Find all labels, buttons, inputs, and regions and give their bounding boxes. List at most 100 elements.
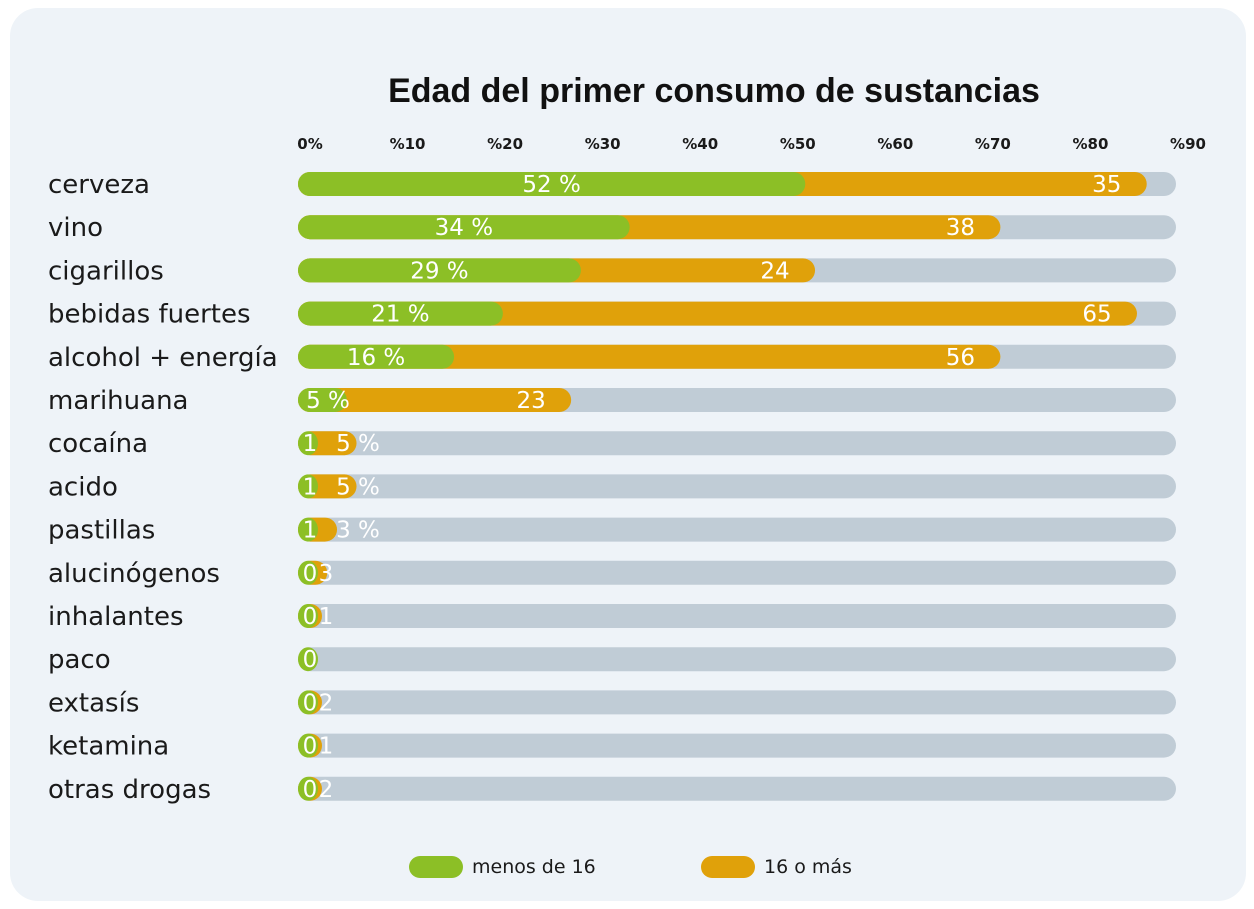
bar-track	[298, 733, 1176, 758]
bar-segment-menos-de-16	[298, 776, 318, 801]
bar-track	[298, 647, 1176, 672]
legend-item: menos de 16	[409, 856, 596, 878]
data-label-16-o-mas: 2	[319, 777, 334, 803]
bar-track	[298, 474, 1176, 499]
bar-segment-16-o-mas	[298, 388, 572, 412]
x-tick-label: %30	[585, 135, 621, 153]
bar-segment-menos-de-16	[298, 215, 630, 240]
category-label: cigarillos	[48, 256, 164, 286]
data-label-16-o-mas: 65	[1082, 302, 1111, 328]
category-label: marihuana	[48, 386, 188, 416]
legend-item: 16 o más	[701, 856, 852, 878]
category-label: vino	[48, 213, 103, 243]
category-label: pastillas	[48, 516, 155, 546]
bar-row: pastillas 1 3 %	[48, 516, 1176, 546]
bar-track	[298, 517, 1176, 542]
data-label-16-o-mas: 56	[946, 345, 975, 371]
data-label-menos-de-16: 34 %	[435, 215, 493, 241]
bar-segment-menos-de-16	[298, 604, 318, 628]
data-label-menos-de-16: 16 %	[347, 345, 405, 371]
bar-segment-menos-de-16	[298, 388, 347, 412]
bar-segment-menos-de-16	[298, 474, 318, 499]
x-axis-ticks: 0% %10 %20 %30 %40 %50 %60 %70 %80 %90	[297, 135, 1206, 153]
category-label: otras drogas	[48, 775, 211, 805]
legend: menos de 16 16 o más	[409, 856, 852, 878]
bar-segment-menos-de-16	[298, 431, 318, 456]
bar-segment-16-o-mas	[298, 301, 1137, 326]
bar-track	[298, 604, 1176, 628]
data-label-menos-de-16: 1	[303, 431, 318, 457]
data-label-16-o-mas: 5 %	[336, 474, 380, 500]
chart-title: Edad del primer consumo de sustancias	[388, 72, 1040, 110]
category-label: ketamina	[48, 732, 169, 762]
data-label-menos-de-16: 0	[303, 777, 318, 803]
legend-label: 16 o más	[764, 856, 852, 878]
x-tick-label: %40	[682, 135, 718, 153]
data-label-16-o-mas: 1	[319, 734, 334, 760]
x-tick-label: %70	[975, 135, 1011, 153]
bar-row: extasís 0 2	[48, 688, 1176, 718]
bar-row: otras drogas 0 2	[48, 775, 1176, 805]
bar-segment-menos-de-16	[298, 560, 318, 585]
bar-segment-menos-de-16	[298, 344, 455, 369]
data-label-menos-de-16: 0	[303, 734, 318, 760]
bar-row: acido 1 5 %	[48, 472, 1176, 502]
data-label-menos-de-16: 21 %	[371, 302, 429, 328]
data-label-16-o-mas: 38	[946, 215, 975, 241]
data-label-16-o-mas: 1	[319, 604, 334, 630]
legend-swatch	[409, 856, 463, 878]
bar-row: inhalantes 0 1	[48, 602, 1176, 632]
x-tick-label: 0%	[297, 135, 322, 153]
data-label-menos-de-16: 0	[303, 647, 318, 673]
data-label-16-o-mas: 2	[319, 690, 334, 716]
bar-row: bebidas fuertes 21 % 65	[48, 300, 1176, 330]
category-label: cocaína	[48, 429, 148, 459]
data-label-menos-de-16: 52 %	[522, 172, 580, 198]
category-label: extasís	[48, 688, 139, 718]
data-label-16-o-mas: 35	[1092, 172, 1121, 198]
category-label: alucinógenos	[48, 559, 220, 589]
data-label-menos-de-16: 0	[303, 604, 318, 630]
category-label: alcohol + energía	[48, 343, 278, 373]
bar-track	[298, 776, 1176, 801]
data-label-16-o-mas: 3 %	[336, 518, 380, 544]
bar-row: paco 0	[48, 645, 1176, 675]
data-label-16-o-mas: 3	[319, 561, 334, 587]
data-label-menos-de-16: 0	[303, 690, 318, 716]
category-label: acido	[48, 472, 118, 502]
bar-segment-menos-de-16	[298, 690, 318, 715]
category-label: paco	[48, 645, 111, 675]
data-label-menos-de-16: 1	[303, 474, 318, 500]
bar-segment-16-o-mas	[298, 344, 1001, 369]
bar-track	[298, 690, 1176, 715]
category-label: cerveza	[48, 170, 150, 200]
x-tick-label: %20	[487, 135, 523, 153]
bar-row: cerveza 52 % 35	[48, 170, 1176, 200]
bar-track	[298, 431, 1176, 456]
bar-row: cigarillos 29 % 24	[48, 256, 1176, 286]
bar-row: cocaína 1 5 %	[48, 429, 1176, 459]
data-label-menos-de-16: 1	[303, 518, 318, 544]
category-label: bebidas fuertes	[48, 300, 251, 330]
data-label-16-o-mas: 24	[760, 258, 789, 284]
bar-segment-menos-de-16	[298, 301, 503, 326]
bar-segment-menos-de-16	[298, 172, 806, 196]
legend-label: menos de 16	[472, 856, 596, 878]
data-label-16-o-mas: 23	[517, 388, 546, 414]
bar-row: marihuana 5 % 23	[48, 386, 1176, 416]
bar-row: ketamina 0 1	[48, 732, 1176, 762]
data-label-menos-de-16: 5 %	[306, 388, 350, 414]
bar-segment-menos-de-16	[298, 258, 581, 283]
bar-row: vino 34 % 38	[48, 213, 1176, 243]
bar-track	[298, 560, 1176, 585]
bar-row: alcohol + energía 16 % 56	[48, 343, 1176, 373]
x-tick-label: %90	[1170, 135, 1206, 153]
bar-segment-menos-de-16	[298, 733, 318, 758]
x-tick-label: %10	[390, 135, 426, 153]
bar-rows: cerveza 52 % 35 vino 34 % 38 cigarillos 29 % 24 b…	[48, 170, 1176, 805]
category-label: inhalantes	[48, 602, 183, 632]
x-tick-label: %80	[1072, 135, 1108, 153]
bar-segment-menos-de-16	[298, 647, 318, 672]
data-label-menos-de-16: 0	[303, 561, 318, 587]
x-tick-label: %60	[877, 135, 913, 153]
